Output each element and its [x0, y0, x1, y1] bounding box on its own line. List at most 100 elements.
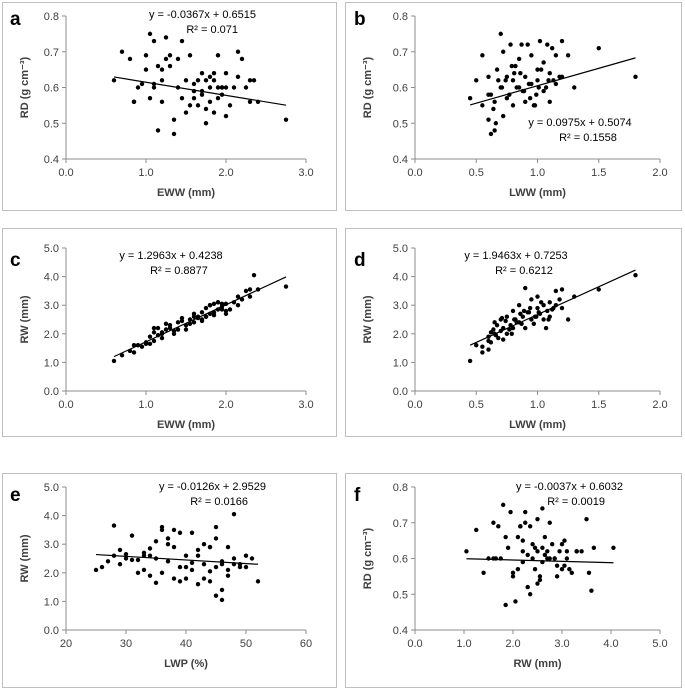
data-point: [247, 294, 253, 299]
data-point: [147, 31, 153, 37]
data-point: [545, 549, 550, 554]
r-squared-label: R² = 0.0166: [190, 496, 248, 508]
data-point: [521, 308, 527, 314]
data-point: [523, 325, 528, 331]
data-point: [545, 42, 550, 47]
y-tick-label: 0.7: [393, 518, 408, 530]
data-point: [498, 31, 503, 37]
data-point: [179, 38, 185, 44]
data-point: [550, 542, 555, 547]
data-point: [243, 553, 249, 558]
y-tick-label: 5.0: [44, 482, 59, 494]
data-point: [552, 556, 557, 561]
r-squared-label: R² = 0.6212: [495, 265, 553, 277]
data-point: [213, 524, 219, 530]
data-point: [129, 557, 135, 563]
data-point: [499, 315, 505, 321]
data-point: [163, 35, 169, 40]
data-point: [171, 544, 177, 550]
data-point: [579, 549, 584, 554]
data-point: [467, 358, 473, 364]
data-point: [243, 564, 249, 570]
r-squared-label: R² = 0.0019: [547, 496, 605, 508]
data-point: [151, 325, 157, 331]
data-point: [165, 559, 171, 564]
data-point: [572, 85, 577, 90]
data-point: [225, 567, 231, 573]
data-point: [559, 567, 565, 572]
data-point: [559, 542, 565, 547]
data-point: [223, 113, 229, 119]
data-point: [518, 71, 523, 76]
data-point: [494, 323, 500, 328]
data-point: [536, 85, 541, 90]
data-point: [504, 314, 510, 319]
data-point: [535, 67, 540, 72]
data-point: [503, 534, 508, 540]
data-point: [123, 552, 129, 557]
data-point: [546, 78, 551, 83]
data-point: [219, 307, 225, 312]
y-tick-label: 0.5: [393, 589, 408, 601]
data-point: [523, 509, 528, 515]
y-tick-label: 0.7: [393, 47, 408, 59]
data-point: [117, 547, 123, 553]
trend-line: [466, 558, 614, 564]
data-point: [203, 305, 209, 311]
data-point: [532, 545, 538, 550]
data-point: [501, 337, 506, 342]
x-tick-label: 1.5: [591, 167, 606, 179]
data-point: [531, 103, 537, 108]
data-point: [187, 321, 193, 326]
data-point: [547, 99, 552, 105]
data-point: [496, 524, 501, 529]
data-point: [535, 78, 540, 83]
data-point: [492, 128, 497, 133]
data-point: [175, 56, 181, 62]
data-point: [526, 81, 532, 87]
data-point: [491, 106, 496, 112]
data-point: [525, 552, 530, 558]
data-point: [165, 536, 171, 541]
data-point: [155, 63, 161, 69]
data-point: [481, 570, 486, 575]
data-point: [569, 570, 574, 575]
y-tick-label: 0.5: [393, 118, 408, 130]
data-point: [111, 78, 117, 83]
data-point: [537, 574, 543, 579]
data-point: [215, 85, 221, 90]
r-squared-label: R² = 0.8877: [150, 265, 208, 277]
y-tick-label: 0.7: [44, 47, 59, 59]
data-point: [515, 534, 521, 540]
data-point: [175, 327, 181, 332]
data-point: [547, 300, 552, 305]
data-point: [516, 303, 522, 308]
data-point: [505, 545, 511, 550]
data-point: [491, 327, 496, 332]
data-point: [147, 573, 153, 578]
data-point: [211, 313, 217, 318]
data-point: [143, 67, 149, 72]
data-point: [111, 358, 117, 364]
y-tick-label: 5.0: [393, 243, 408, 255]
data-point: [223, 85, 229, 90]
data-point: [559, 38, 565, 44]
panel-e: 20 30 40 50 60 0.0 1.0 2.0 3.0 4.0 5.0 LWP (%) RW (m…: [2, 473, 337, 688]
data-point: [255, 579, 261, 584]
data-point: [547, 71, 552, 76]
data-point: [215, 96, 221, 101]
data-point: [171, 131, 177, 137]
data-point: [486, 347, 491, 352]
data-point: [565, 317, 571, 322]
data-point: [227, 103, 233, 108]
data-point: [237, 564, 243, 570]
data-point: [504, 96, 510, 101]
data-point: [525, 42, 530, 47]
panel-letter: c: [10, 250, 21, 271]
x-tick-label: 0.5: [469, 167, 484, 179]
trend-line: [469, 57, 636, 106]
data-point: [191, 320, 197, 325]
data-point: [147, 553, 153, 558]
data-point: [201, 576, 207, 581]
